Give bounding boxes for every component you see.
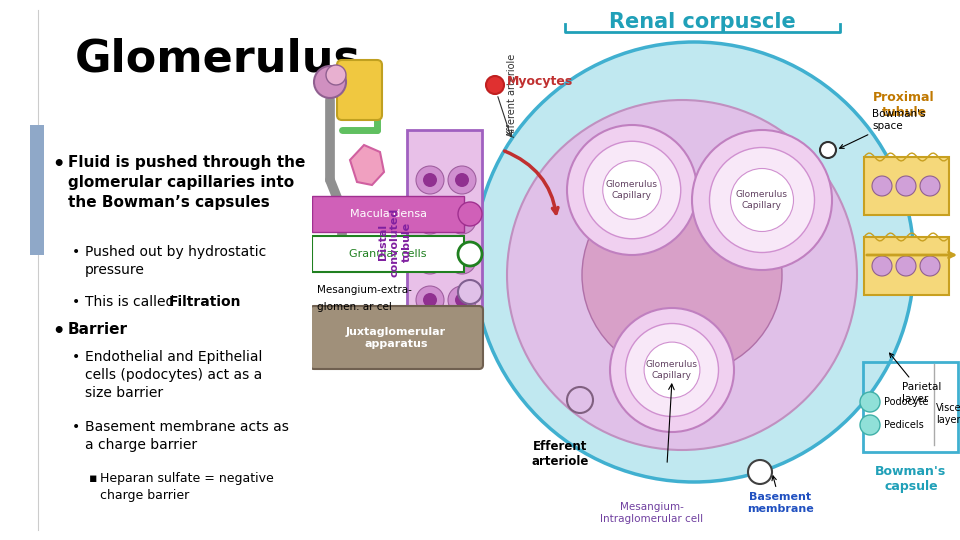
Text: Glomerulus: Glomerulus (75, 37, 361, 80)
Text: Glomerulus
Capillary: Glomerulus Capillary (736, 190, 788, 210)
Text: •: • (72, 295, 81, 309)
Circle shape (567, 125, 697, 255)
Circle shape (820, 142, 836, 158)
Circle shape (458, 280, 482, 304)
Circle shape (474, 42, 914, 482)
Circle shape (731, 168, 794, 232)
Circle shape (416, 286, 444, 314)
Circle shape (455, 293, 469, 307)
Polygon shape (350, 145, 384, 185)
Text: ▪: ▪ (89, 472, 98, 485)
Circle shape (423, 293, 437, 307)
Text: •: • (52, 322, 64, 341)
Text: Mesangium-
Intraglomerular cell: Mesangium- Intraglomerular cell (600, 502, 704, 524)
Circle shape (584, 141, 681, 239)
Text: Glomerulus
Capillary: Glomerulus Capillary (646, 360, 698, 380)
Circle shape (458, 202, 482, 226)
Circle shape (709, 147, 814, 253)
Circle shape (872, 256, 892, 276)
Text: Renal corpuscle: Renal corpuscle (609, 12, 796, 32)
Circle shape (455, 333, 469, 347)
Text: Barrier: Barrier (68, 322, 128, 337)
Circle shape (860, 415, 880, 435)
Text: Granular cells: Granular cells (349, 249, 427, 259)
Circle shape (458, 242, 482, 266)
Bar (407, 130, 482, 355)
Text: This is called: This is called (85, 295, 179, 309)
Text: Afferent arteriole: Afferent arteriole (507, 53, 517, 137)
Text: Pushed out by hydrostatic
pressure: Pushed out by hydrostatic pressure (85, 245, 266, 277)
Circle shape (423, 213, 437, 227)
Circle shape (448, 246, 476, 274)
Circle shape (455, 173, 469, 187)
Text: Fluid is pushed through the
glomerular capillaries into
the Bowman’s capsules: Fluid is pushed through the glomerular c… (68, 155, 305, 210)
Text: Filtration: Filtration (169, 295, 242, 309)
Circle shape (692, 130, 832, 270)
Circle shape (416, 206, 444, 234)
Bar (30, 125, 44, 255)
Circle shape (582, 175, 782, 375)
Circle shape (567, 387, 593, 413)
Circle shape (455, 213, 469, 227)
Text: Visceral
layer: Visceral layer (936, 403, 960, 425)
Circle shape (610, 308, 734, 432)
Text: Heparan sulfate = negative
charge barrier: Heparan sulfate = negative charge barrie… (100, 472, 274, 502)
Text: Pedicels: Pedicels (884, 420, 924, 430)
Text: Juxtaglomerular
apparatus: Juxtaglomerular apparatus (346, 327, 446, 349)
Circle shape (486, 76, 504, 94)
Text: Distal
convoluted
tubule: Distal convoluted tubule (378, 207, 412, 276)
Circle shape (416, 246, 444, 274)
Circle shape (448, 326, 476, 354)
FancyBboxPatch shape (312, 236, 464, 272)
Circle shape (860, 392, 880, 412)
Text: •: • (52, 155, 64, 174)
Circle shape (896, 256, 916, 276)
Text: Parietal
layer: Parietal layer (890, 353, 942, 403)
Circle shape (314, 66, 346, 98)
Circle shape (626, 323, 718, 416)
Circle shape (896, 176, 916, 196)
FancyBboxPatch shape (312, 196, 464, 232)
Circle shape (872, 176, 892, 196)
Circle shape (603, 161, 661, 219)
Text: Basement
membrane: Basement membrane (747, 476, 813, 514)
Circle shape (644, 342, 700, 398)
FancyBboxPatch shape (310, 306, 483, 369)
Text: •: • (72, 245, 81, 259)
Text: Endothelial and Epithelial
cells (podocytes) act as a
size barrier: Endothelial and Epithelial cells (podocy… (85, 350, 262, 400)
Circle shape (448, 286, 476, 314)
Circle shape (423, 173, 437, 187)
Circle shape (507, 100, 857, 450)
Circle shape (326, 65, 346, 85)
Text: Proximal
tubule: Proximal tubule (874, 91, 935, 119)
Circle shape (920, 256, 940, 276)
Text: •: • (72, 420, 81, 434)
Circle shape (748, 460, 772, 484)
Circle shape (423, 333, 437, 347)
Text: Podocyte: Podocyte (884, 397, 928, 407)
Text: Bowman's
capsule: Bowman's capsule (876, 465, 947, 493)
Circle shape (416, 166, 444, 194)
Text: glomen. ar cel: glomen. ar cel (317, 302, 392, 312)
Circle shape (416, 326, 444, 354)
Text: Bowman's
space: Bowman's space (840, 109, 925, 148)
Text: Mesangium-extra-: Mesangium-extra- (317, 285, 412, 295)
Circle shape (920, 176, 940, 196)
Text: Efferent
arteriole: Efferent arteriole (531, 440, 588, 468)
Text: Basement membrane acts as
a charge barrier: Basement membrane acts as a charge barri… (85, 420, 289, 452)
Bar (863, 362, 958, 452)
Text: Glomerulus
Capillary: Glomerulus Capillary (606, 180, 658, 200)
Bar (864, 237, 949, 295)
Circle shape (448, 206, 476, 234)
Bar (864, 157, 949, 215)
Text: Myocytes: Myocytes (507, 76, 573, 89)
Circle shape (455, 253, 469, 267)
Text: •: • (72, 350, 81, 364)
Text: Macula densa: Macula densa (349, 209, 426, 219)
FancyBboxPatch shape (337, 60, 382, 120)
Circle shape (423, 253, 437, 267)
Circle shape (448, 166, 476, 194)
